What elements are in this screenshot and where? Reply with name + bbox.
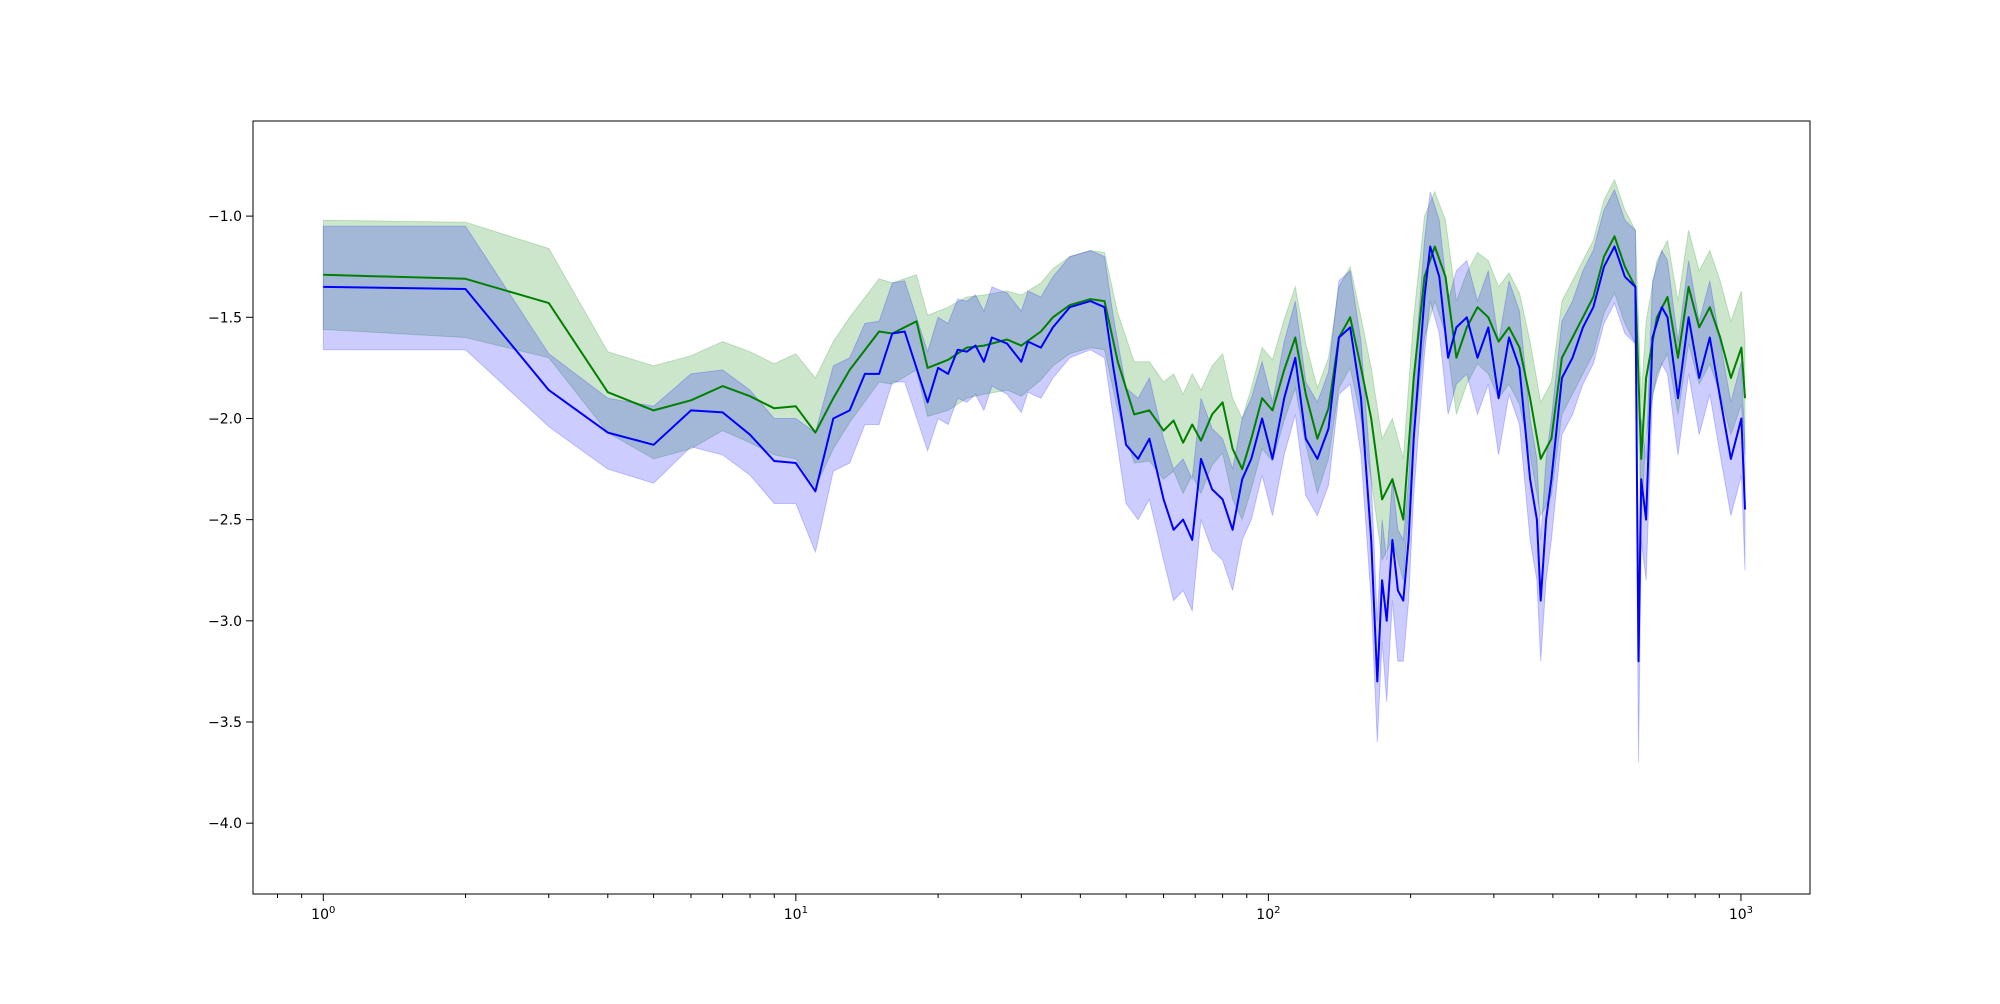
x-tick-label: 103 [1729,905,1753,923]
x-tick-label: 102 [1256,905,1280,923]
series-0-line [323,235,1746,521]
x-axis: 100 101 102 103 [276,894,1753,923]
y-axis: −1.0 −1.5 −2.0 −2.5 −3.0 −3.5 −4.0 [208,209,253,832]
x-tick-label: 100 [311,905,335,923]
y-tick-label: −1.5 [208,310,242,326]
x-tick-label: 101 [784,905,808,923]
series-0-band [322,178,1746,581]
y-tick-label: −2.5 [208,513,242,529]
y-tick-label: −1.0 [208,209,242,225]
plot-frame [252,120,1811,895]
y-tick-label: −3.5 [208,715,242,731]
series-1-band [322,188,1746,763]
confidence-bands [322,178,1746,763]
y-tick-label: −2.0 [208,411,242,427]
y-tick-label: −3.0 [208,614,242,630]
series-lines [323,235,1746,683]
y-tick-label: −4.0 [208,816,242,832]
series-1-line [323,245,1746,683]
